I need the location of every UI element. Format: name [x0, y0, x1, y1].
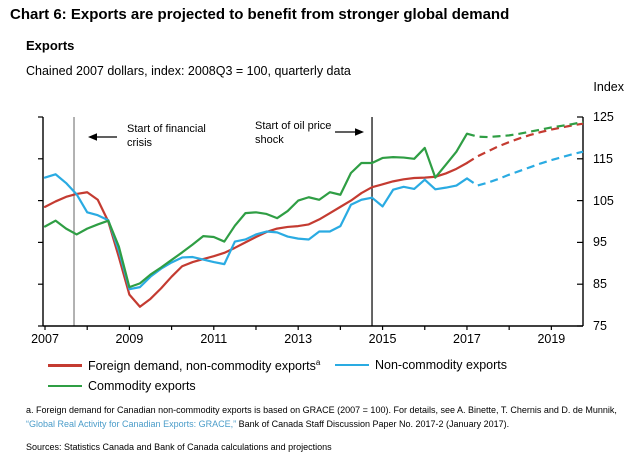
exports-line-chart: [38, 116, 584, 330]
legend-item-foreign-demand: Foreign demand, non-commodity exportsa: [48, 358, 320, 373]
footnote-marker-a: a: [315, 358, 321, 367]
sources-line: Sources: Statistics Canada and Bank of C…: [26, 442, 332, 452]
chart-subtitle: Exports: [26, 38, 75, 53]
x-tick-label: 2011: [200, 332, 228, 346]
x-tick-label: 2009: [115, 332, 144, 346]
non-commodity-line-projection: [466, 150, 584, 187]
chart-title: Chart 6: Exports are projected to benefi…: [10, 6, 510, 23]
annotation-oil-price-shock: Start of oil price shock: [255, 120, 332, 147]
chart-units-line: Chained 2007 dollars, index: 2008Q3 = 10…: [26, 64, 351, 78]
foreign-demand-line-solid: [43, 161, 469, 308]
x-tick-label: 2019: [537, 332, 566, 346]
x-tick-label: 2017: [453, 332, 481, 346]
non-commodity-line-solid: [43, 173, 469, 291]
footnote-a: a. Foreign demand for Canadian non-commo…: [26, 404, 640, 431]
y-tick-label: 105: [593, 193, 614, 208]
y-axis-unit-label: Index: [593, 80, 624, 94]
grace-paper-link[interactable]: “Global Real Activity for Canadian Expor…: [26, 418, 237, 429]
x-tick-label: 2007: [31, 332, 59, 346]
annotation-financial-crisis: Start of financial crisis: [127, 123, 206, 150]
y-tick-label: 115: [593, 151, 613, 166]
legend-label-foreign-demand: Foreign demand, non-commodity exportsa: [88, 358, 321, 374]
legend-swatch-red: [48, 364, 82, 367]
y-tick-label: 75: [593, 319, 607, 333]
y-tick-label: 125: [593, 110, 614, 124]
commodity-line-projection: [466, 120, 584, 139]
crisis-arrow-head: [88, 133, 98, 141]
legend-swatch-blue: [335, 363, 369, 367]
legend-item-commodity: Commodity exports: [48, 379, 196, 393]
y-tick-label: 85: [593, 277, 607, 292]
legend-item-non-commodity: Non-commodity exports: [335, 358, 507, 372]
footnote-text-post: Bank of Canada Staff Discussion Paper No…: [236, 418, 510, 429]
legend-label-non-commodity: Non-commodity exports: [375, 358, 507, 372]
commodity-line-solid: [43, 132, 469, 289]
legend-swatch-green: [48, 384, 82, 388]
x-tick-label: 2013: [284, 332, 313, 346]
oil-arrow-head: [355, 128, 365, 136]
y-tick-label: 95: [593, 235, 607, 250]
legend-label-commodity: Commodity exports: [88, 379, 196, 393]
x-tick-label: 2015: [368, 332, 397, 346]
footnote-text-pre: a. Foreign demand for Canadian non-commo…: [26, 405, 617, 415]
